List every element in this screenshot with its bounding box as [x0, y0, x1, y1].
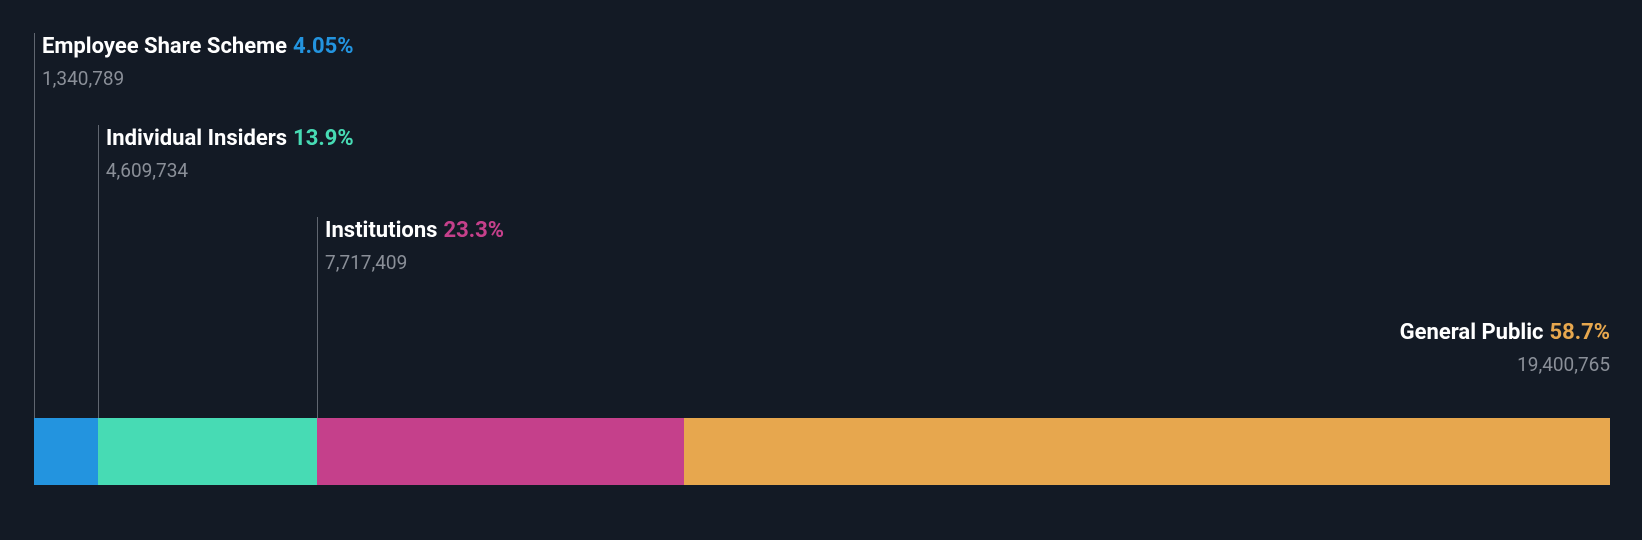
segment-label-institutions: Institutions23.3% 7,717,409: [325, 217, 504, 274]
segment-name: General Public: [1400, 320, 1544, 345]
segment-value: 1,340,789: [42, 67, 354, 90]
segment-name: Institutions: [325, 218, 437, 243]
bar-segment-employee-share-scheme[interactable]: [34, 418, 98, 485]
segment-value: 4,609,734: [106, 159, 354, 182]
bar-segment-individual-insiders[interactable]: [98, 418, 317, 485]
segment-percent: 13.9%: [293, 126, 354, 151]
segment-percent: 23.3%: [443, 218, 504, 243]
segment-value: 19,400,765: [1400, 353, 1610, 376]
bar-track: [34, 418, 1610, 485]
ownership-breakdown-chart: Employee Share Scheme4.05% 1,340,789 Indiv…: [0, 0, 1642, 540]
connector-employee-share-scheme: [34, 33, 35, 418]
bar-segment-general-public[interactable]: [684, 418, 1610, 485]
segment-name: Individual Insiders: [106, 126, 287, 151]
connector-individual-insiders: [98, 125, 99, 418]
segment-label-employee-share-scheme: Employee Share Scheme4.05% 1,340,789: [42, 33, 354, 90]
connector-institutions: [317, 217, 318, 418]
segment-name: Employee Share Scheme: [42, 34, 287, 59]
segment-percent: 4.05%: [293, 34, 354, 59]
bar-segment-institutions[interactable]: [317, 418, 684, 485]
segment-percent: 58.7%: [1549, 320, 1610, 345]
segment-value: 7,717,409: [325, 251, 504, 274]
segment-label-general-public: General Public58.7% 19,400,765: [1400, 319, 1610, 376]
segment-label-individual-insiders: Individual Insiders13.9% 4,609,734: [106, 125, 354, 182]
